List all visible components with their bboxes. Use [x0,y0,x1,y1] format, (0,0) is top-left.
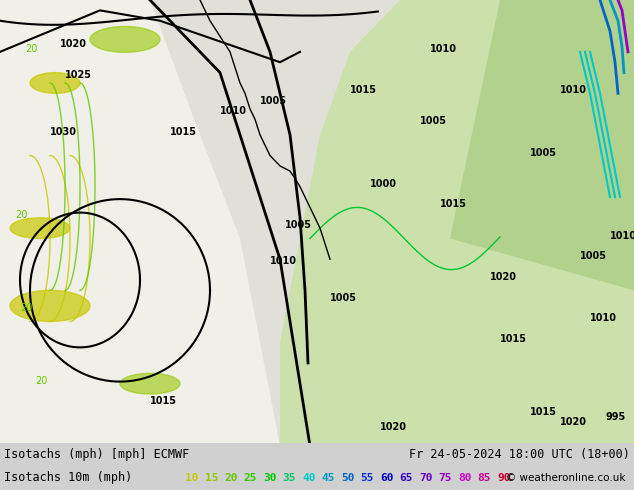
Text: 1010: 1010 [220,106,247,116]
Text: 1015: 1015 [150,396,177,406]
Text: Fr 24-05-2024 18:00 UTC (18+00): Fr 24-05-2024 18:00 UTC (18+00) [409,448,630,461]
Ellipse shape [10,291,90,321]
Text: Isotachs 10m (mph): Isotachs 10m (mph) [4,471,133,484]
Text: © weatheronline.co.uk: © weatheronline.co.uk [507,473,626,483]
Polygon shape [280,0,634,446]
Text: 1010: 1010 [560,85,587,96]
Text: 1005: 1005 [420,117,447,126]
Text: 1005: 1005 [580,251,607,261]
Text: 1005: 1005 [285,220,312,230]
Text: 995: 995 [605,412,625,422]
Ellipse shape [30,73,80,93]
Text: 70: 70 [419,473,432,483]
Text: 90: 90 [497,473,510,483]
Text: 20: 20 [25,44,37,54]
Text: 65: 65 [399,473,413,483]
Text: 40: 40 [302,473,316,483]
Text: 1020: 1020 [380,422,407,432]
Text: 60: 60 [380,473,394,483]
Ellipse shape [120,373,180,394]
Text: 20: 20 [35,376,48,386]
Text: 1005: 1005 [260,96,287,106]
Text: 1010: 1010 [270,256,297,267]
Text: 35: 35 [283,473,296,483]
Polygon shape [0,0,280,446]
Text: 1010: 1010 [430,44,457,54]
Text: 85: 85 [477,473,491,483]
Text: 1015: 1015 [440,199,467,209]
Text: 1010: 1010 [590,314,617,323]
Text: 50: 50 [341,473,354,483]
Text: 1015: 1015 [170,127,197,137]
Polygon shape [450,0,634,291]
Text: 1020: 1020 [490,272,517,282]
Text: 75: 75 [439,473,452,483]
Text: 80: 80 [458,473,472,483]
Text: 1015: 1015 [350,85,377,96]
Text: 55: 55 [361,473,374,483]
Text: 15: 15 [205,473,218,483]
Text: Isotachs (mph) [mph] ECMWF: Isotachs (mph) [mph] ECMWF [4,448,190,461]
Text: 25: 25 [243,473,257,483]
Text: 1005: 1005 [530,147,557,158]
Text: 30: 30 [263,473,276,483]
Text: 45: 45 [321,473,335,483]
Text: 1010: 1010 [610,230,634,241]
Text: 1005: 1005 [330,293,357,303]
Text: 1015: 1015 [500,334,527,344]
Ellipse shape [10,218,70,239]
Text: 1000: 1000 [370,179,397,189]
Text: 1015: 1015 [530,407,557,417]
Text: 1025: 1025 [65,70,92,80]
Text: 1020: 1020 [560,417,587,427]
Text: 20: 20 [224,473,238,483]
Text: 10: 10 [185,473,198,483]
Text: 1020: 1020 [60,39,87,49]
Text: 1030: 1030 [50,127,77,137]
Ellipse shape [90,26,160,52]
Text: 20: 20 [20,303,32,313]
Text: 20: 20 [15,210,27,220]
